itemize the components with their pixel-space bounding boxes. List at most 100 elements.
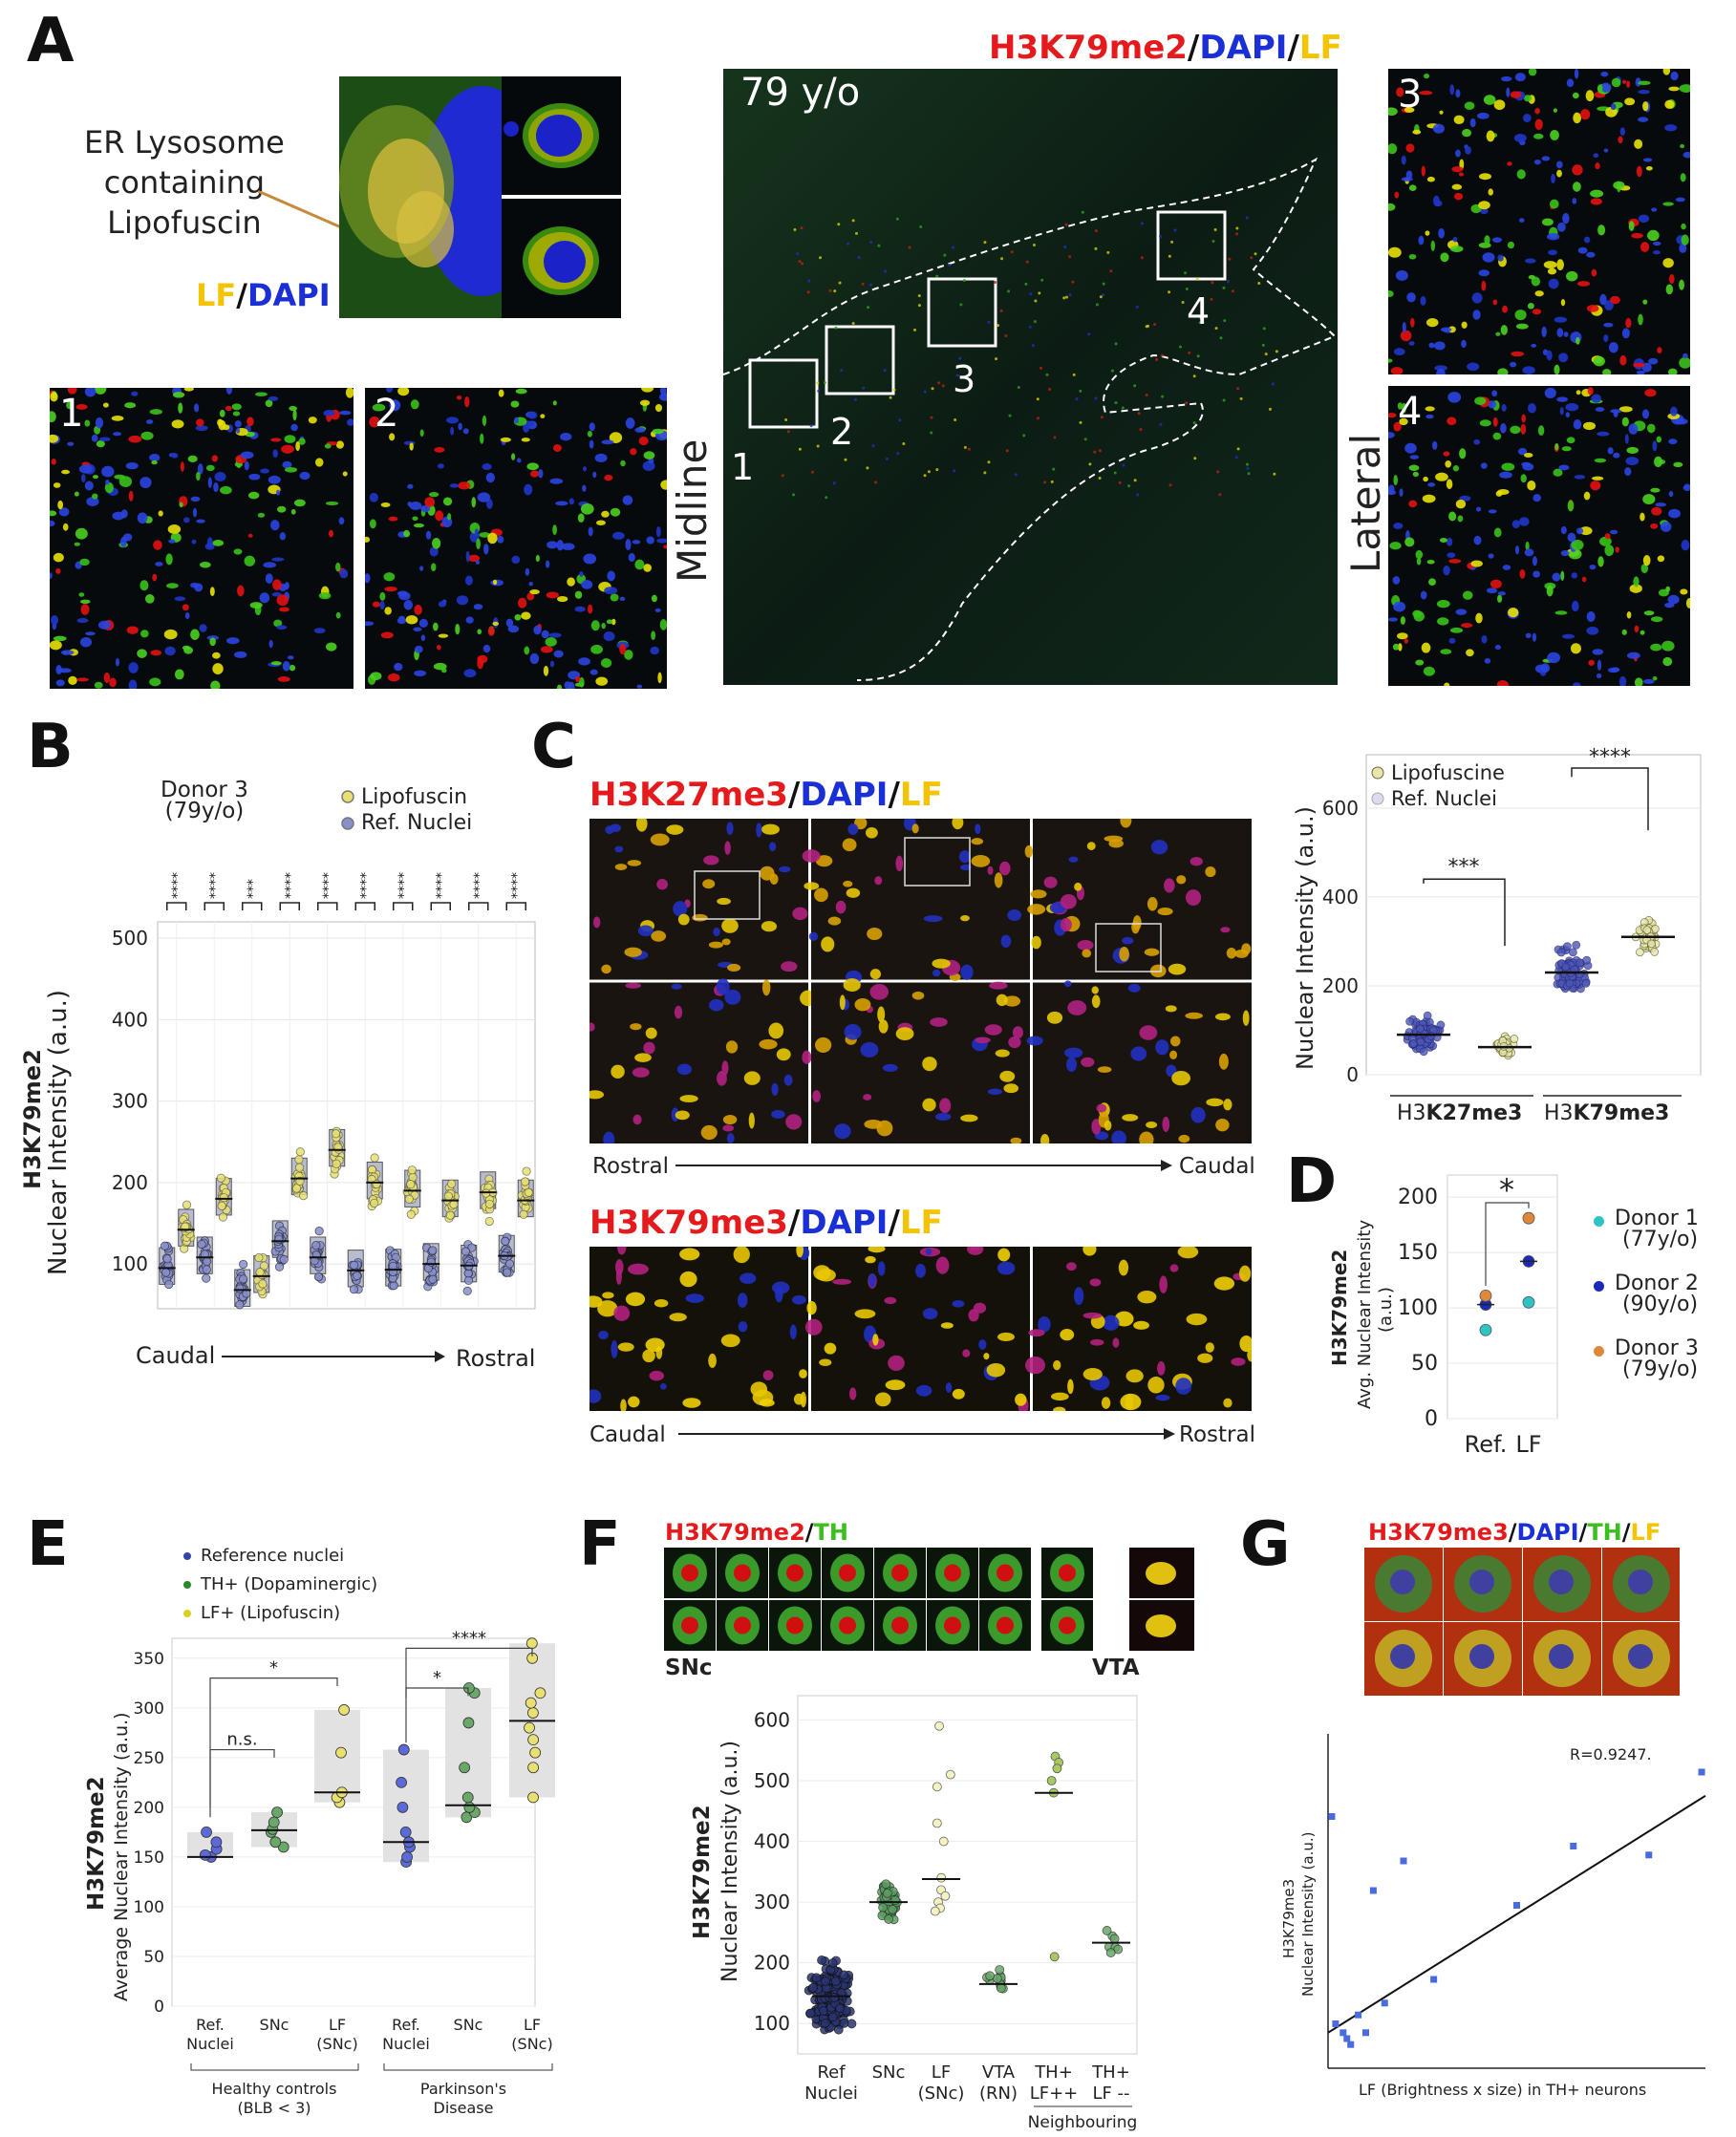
tissue-cell — [276, 505, 287, 513]
tissue-cell — [1556, 259, 1564, 270]
data-point — [1052, 1763, 1062, 1774]
tissue-cell — [1436, 368, 1446, 374]
tissue-cell — [50, 392, 58, 402]
overview-dot — [1246, 462, 1250, 466]
x-tick-label: LF — [524, 2016, 541, 2034]
tissue-cell — [1532, 632, 1537, 642]
grid-cell — [1082, 949, 1092, 958]
tissue-cell — [1575, 527, 1584, 535]
tissue-cell — [477, 629, 482, 635]
grid-cell — [884, 1296, 897, 1305]
overview-dot — [823, 381, 826, 385]
y-tick-label: 200 — [754, 1952, 790, 1975]
tissue-cell — [1397, 402, 1403, 410]
data-point — [1343, 2035, 1351, 2042]
tissue-cell — [1597, 431, 1610, 437]
tissue-cell — [1513, 134, 1527, 142]
tissue-cell — [1481, 280, 1487, 291]
grid-cell — [785, 1114, 803, 1130]
legend-donor-2: Donor 2 (90y/o) — [1594, 1273, 1699, 1315]
tissue-cell — [1532, 556, 1538, 566]
tissue-cell — [1401, 155, 1406, 165]
tissue-cell — [225, 405, 232, 412]
tissue-cell — [1464, 101, 1475, 111]
grid-tile — [589, 982, 808, 1143]
tissue-cell — [1488, 400, 1497, 409]
tissue-cell — [462, 428, 469, 435]
tissue-cell — [1497, 594, 1503, 603]
tissue-cell — [275, 489, 281, 496]
tissue-cell — [429, 546, 439, 557]
data-point — [291, 1184, 302, 1193]
tissue-cell — [220, 485, 232, 495]
grid-cell — [1086, 842, 1096, 850]
tissue-cell — [214, 472, 226, 482]
tissue-cell — [50, 571, 53, 580]
grid-cell — [589, 1389, 602, 1403]
overview-dot — [1173, 228, 1177, 232]
tissue-cell — [655, 526, 661, 538]
overview-dot — [941, 384, 945, 388]
grid-cell — [1130, 1046, 1147, 1061]
tissue-cell — [248, 473, 261, 481]
y-tick-label: 50 — [143, 1948, 164, 1967]
tissue-cell — [388, 516, 398, 522]
tissue-cell — [1546, 350, 1553, 361]
tissue-cell — [1651, 506, 1662, 516]
grid-cell — [750, 1381, 768, 1398]
tissue-cell — [79, 637, 93, 648]
tissue-cell — [1393, 601, 1406, 612]
grid-cell — [1127, 983, 1141, 993]
overview-dot — [1196, 354, 1200, 358]
tissue-cell — [1680, 173, 1686, 182]
tissue-cell — [1551, 173, 1555, 184]
tissue-cell — [1662, 202, 1674, 206]
data-point — [827, 1958, 838, 1968]
data-point — [428, 1246, 438, 1255]
data-point — [258, 1279, 268, 1289]
overview-dot — [1227, 280, 1231, 284]
tissue-cell — [1642, 101, 1649, 112]
tissue-cell — [1547, 652, 1561, 664]
tissue-cell — [583, 466, 588, 472]
data-point — [399, 1827, 412, 1838]
overview-dot — [1014, 473, 1018, 477]
overview-dot — [1102, 293, 1105, 297]
overview-dot — [1199, 316, 1203, 320]
grid-cell — [614, 845, 624, 853]
tissue-cell — [514, 417, 519, 424]
tissue-cell — [91, 434, 98, 442]
tissue-cell — [1400, 330, 1412, 342]
tissue-cell — [290, 423, 298, 432]
panel-g-title: H3K79me3/DAPI/TH/LF — [1368, 1519, 1661, 1546]
tissue-cell — [1483, 95, 1496, 105]
signif-bracket — [242, 902, 263, 910]
tissue-cell — [1451, 183, 1463, 190]
tissue-cell — [1423, 666, 1435, 676]
tissue-cell — [1665, 586, 1671, 592]
grid-cell — [1003, 995, 1021, 1007]
tissue-cell — [149, 409, 162, 416]
tissue-cell — [1428, 342, 1435, 349]
tissue-cell — [1458, 172, 1464, 177]
tissue-cell — [1511, 520, 1520, 529]
tissue-cell — [1565, 403, 1579, 412]
overview-dot — [983, 241, 987, 245]
grid-cell — [796, 1247, 804, 1258]
grid-cell — [716, 978, 730, 995]
tissue-cell — [1479, 173, 1491, 181]
tissue-cell — [1661, 640, 1675, 652]
tissue-cell — [1502, 565, 1511, 570]
grid-cell — [998, 861, 1011, 876]
tissue-cell — [1522, 366, 1535, 374]
tissue-cell — [1528, 274, 1536, 280]
grid-cell — [868, 1273, 876, 1288]
grid-cell — [727, 963, 741, 972]
tissue-cell — [482, 463, 492, 471]
grid-cell — [1205, 1342, 1214, 1353]
overview-dot — [1213, 227, 1217, 231]
neuron-soma — [1146, 1562, 1176, 1585]
tissue-cell — [1423, 73, 1430, 79]
tissue-cell — [1631, 232, 1643, 239]
